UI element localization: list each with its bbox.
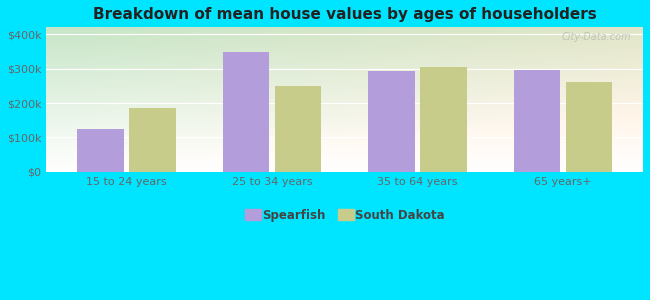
Legend: Spearfish, South Dakota: Spearfish, South Dakota (240, 204, 450, 227)
Bar (421, 67, 467, 172)
Bar (566, 82, 612, 172)
Bar (222, 52, 269, 172)
Text: City-Data.com: City-Data.com (562, 32, 631, 42)
Bar (129, 108, 176, 172)
Title: Breakdown of mean house values by ages of householders: Breakdown of mean house values by ages o… (93, 7, 597, 22)
Bar (514, 70, 560, 172)
Bar (275, 86, 322, 172)
Bar (368, 71, 415, 172)
Bar (77, 129, 124, 172)
